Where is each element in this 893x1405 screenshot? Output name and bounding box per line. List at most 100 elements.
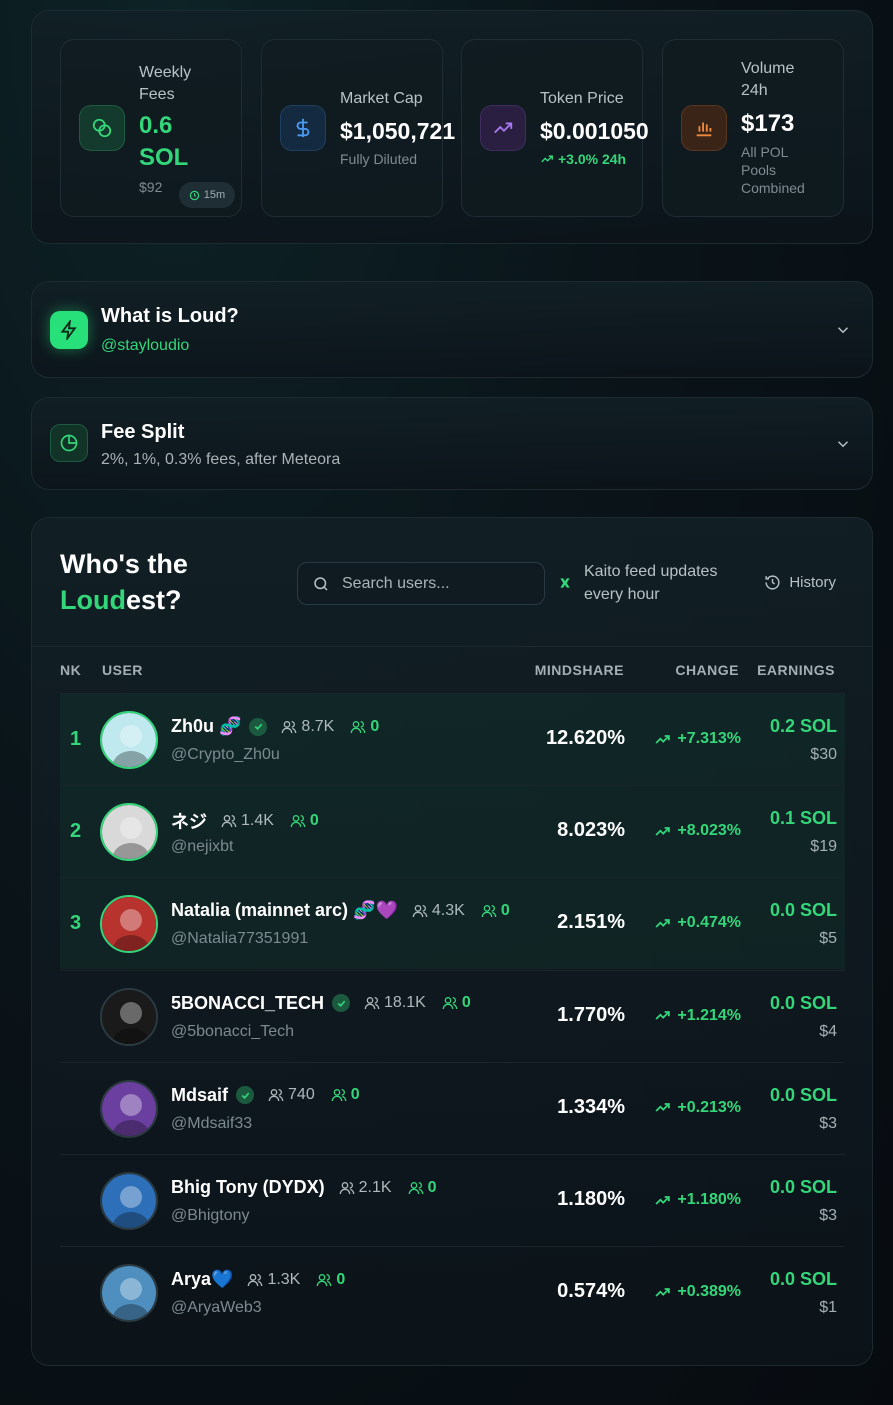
dollar-icon xyxy=(280,105,326,151)
table-row[interactable]: 1 Zh0u 🧬 8.7K 0 @Crypto_Zh0u 12.620% xyxy=(60,693,845,785)
token-price-card: Token Price $0.001050 +3.0% 24h xyxy=(461,39,649,217)
leaderboard-panel: Who's the Loudest? Kaito feed updates ev… xyxy=(31,517,873,1366)
coins-icon xyxy=(79,105,125,151)
user-name-line: Bhig Tony (DYDX) 2.1K 0 xyxy=(171,1177,436,1198)
mindshare-value: 1.334% xyxy=(557,1095,625,1118)
mutual-value: 0 xyxy=(336,1270,346,1288)
rank-number: 1 xyxy=(70,728,82,750)
rank-number: 3 xyxy=(70,912,82,935)
mutual-count: 0 xyxy=(290,812,319,830)
followers-count: 1.3K xyxy=(247,1271,300,1289)
followers-value: 740 xyxy=(288,1086,315,1104)
user-name[interactable]: ネジ xyxy=(171,812,207,833)
title-rest: est? xyxy=(125,585,182,615)
title-accent: Loud xyxy=(60,585,126,615)
trend-up-icon xyxy=(655,1011,671,1020)
verified-icon xyxy=(249,717,268,736)
user-name-line: ネジ 1.4K 0 xyxy=(171,808,319,834)
column-rank[interactable]: NK xyxy=(60,662,82,678)
clock-icon xyxy=(189,190,199,200)
table-row[interactable]: Mdsaif 740 0 @Mdsaif33 1.334% +0.213% 0.… xyxy=(60,1061,845,1154)
user-name[interactable]: Natalia (mainnet arc) 🧬💜 xyxy=(171,900,398,921)
column-user[interactable]: USER xyxy=(102,662,143,678)
title-line1: Who's the xyxy=(60,549,188,579)
about-handle-link[interactable]: @stayloudio xyxy=(101,337,190,354)
mindshare-value: 1.180% xyxy=(557,1188,625,1210)
user-name[interactable]: Bhig Tony (DYDX) xyxy=(171,1177,325,1197)
token-price-change-text: +3.0% 24h xyxy=(558,151,627,167)
search-input[interactable] xyxy=(342,574,522,593)
trend-up-icon xyxy=(655,826,671,836)
verified-icon xyxy=(236,1086,255,1105)
avatar[interactable] xyxy=(100,1172,158,1230)
leaderboard-title: Who's the Loudest? xyxy=(60,546,188,618)
column-earnings[interactable]: EARNINGS xyxy=(757,662,835,678)
mutual-users-icon xyxy=(408,1181,423,1194)
avatar[interactable] xyxy=(100,987,158,1046)
mindshare-value: 8.023% xyxy=(557,819,625,842)
lightning-icon xyxy=(50,311,88,349)
users-icon xyxy=(412,904,428,917)
followers-value: 1.3K xyxy=(267,1270,301,1288)
mindshare-value: 1.770% xyxy=(557,1003,625,1026)
followers-value: 1.4K xyxy=(241,812,274,830)
weekly-fees-usd: $92 xyxy=(139,179,163,195)
user-name-line: Natalia (mainnet arc) 🧬💜 4.3K 0 xyxy=(171,900,510,921)
fee-split-accordion[interactable]: Fee Split 2%, 1%, 0.3% fees, after Meteo… xyxy=(31,397,873,490)
table-row[interactable]: 3 Natalia (mainnet arc) 🧬💜 4.3K 0 @Natal… xyxy=(60,877,845,970)
user-handle[interactable]: @AryaWeb3 xyxy=(171,1299,262,1317)
search-box[interactable] xyxy=(297,562,545,605)
history-button[interactable]: History xyxy=(764,574,836,591)
avatar[interactable] xyxy=(100,711,158,769)
column-change[interactable]: CHANGE xyxy=(675,662,739,678)
weekly-fees-card: Weekly Fees 0.6 SOL $92 15m xyxy=(60,39,242,217)
table-row[interactable]: Bhig Tony (DYDX) 2.1K 0 @Bhigtony 1.180%… xyxy=(60,1154,845,1246)
followers-count: 18.1K xyxy=(364,994,426,1012)
earnings-usd: $5 xyxy=(819,930,837,948)
about-accordion[interactable]: What is Loud? @stayloudio xyxy=(31,281,873,378)
table-row[interactable]: 5BONACCI_TECH 18.1K 0 @5bonacci_Tech 1.7… xyxy=(60,969,845,1062)
volume-card: Volume 24h $173 All POL Pools Combined xyxy=(662,39,844,217)
table-row[interactable]: 2 ネジ 1.4K 0 @nejixbt 8.023% +8.023% xyxy=(60,785,845,878)
avatar[interactable] xyxy=(100,1079,158,1138)
earnings-usd: $30 xyxy=(810,746,837,763)
user-handle[interactable]: @Mdsaif33 xyxy=(171,1114,253,1132)
user-name[interactable]: 5BONACCI_TECH xyxy=(171,992,325,1013)
search-icon xyxy=(314,576,328,591)
user-name[interactable]: Arya💙 xyxy=(171,1269,234,1290)
kaito-icon xyxy=(560,578,570,588)
earnings-sol: 0.0 SOL xyxy=(769,900,837,921)
chevron-down-icon[interactable] xyxy=(834,435,852,453)
earnings-usd: $4 xyxy=(819,1022,837,1040)
chevron-down-icon[interactable] xyxy=(834,321,852,339)
followers-count: 740 xyxy=(268,1086,315,1104)
mutual-users-icon xyxy=(442,997,458,1010)
mutual-count: 0 xyxy=(316,1271,345,1289)
column-mindshare[interactable]: MINDSHARE xyxy=(534,662,624,678)
avatar[interactable] xyxy=(100,803,158,862)
table-row[interactable]: Arya💙 1.3K 0 @AryaWeb3 0.574% +0.389% 0.… xyxy=(60,1246,845,1338)
user-name[interactable]: Zh0u 🧬 xyxy=(171,716,242,736)
users-icon xyxy=(221,815,237,828)
feed-note: Kaito feed updates every hour xyxy=(558,560,734,606)
token-price-value: $0.001050 xyxy=(540,118,649,144)
trend-up-small-icon xyxy=(541,155,553,163)
update-interval-badge: 15m xyxy=(179,182,235,208)
earnings-usd: $3 xyxy=(819,1114,837,1132)
user-handle[interactable]: @Crypto_Zh0u xyxy=(171,746,280,763)
fee-split-title: Fee Split xyxy=(101,421,185,443)
user-handle[interactable]: @nejixbt xyxy=(171,838,234,856)
user-handle[interactable]: @Natalia77351991 xyxy=(171,930,309,948)
market-cap-label: Market Cap xyxy=(340,90,423,107)
history-icon xyxy=(765,575,780,590)
user-name[interactable]: Mdsaif xyxy=(171,1084,229,1105)
mutual-users-icon xyxy=(317,1273,332,1286)
user-handle[interactable]: @Bhigtony xyxy=(171,1207,250,1224)
mindshare-value: 0.574% xyxy=(557,1280,625,1303)
avatar[interactable] xyxy=(100,1264,158,1323)
earnings-sol: 0.0 SOL xyxy=(769,992,837,1013)
followers-count: 1.4K xyxy=(221,812,274,830)
followers-count: 8.7K xyxy=(281,718,334,736)
avatar[interactable] xyxy=(100,895,158,954)
user-handle[interactable]: @5bonacci_Tech xyxy=(171,1022,294,1040)
